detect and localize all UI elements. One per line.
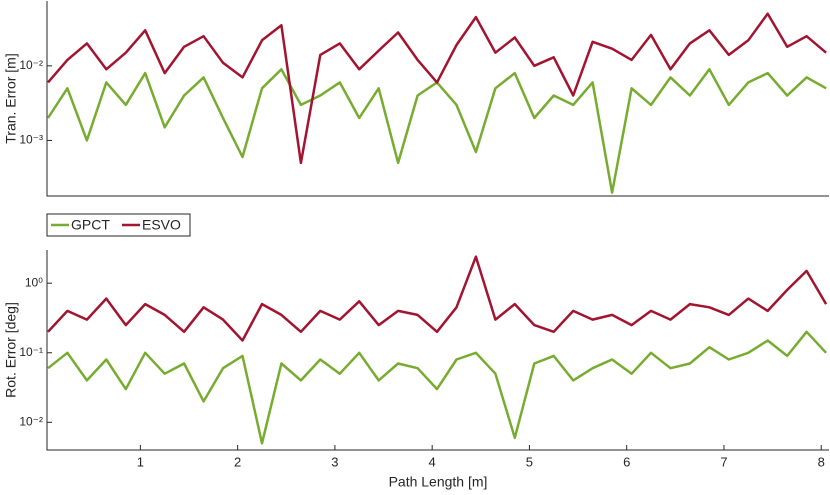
y-tick-label: 10⁻² bbox=[19, 58, 43, 72]
y-axis-label: Rot. Error [deg] bbox=[3, 302, 19, 398]
x-tick-label: 1 bbox=[137, 454, 144, 469]
x-tick-label: 2 bbox=[234, 454, 241, 469]
legend-box bbox=[46, 213, 191, 237]
series-line bbox=[47, 255, 828, 342]
legend-label: ESVO bbox=[142, 217, 181, 233]
x-tick-label: 5 bbox=[526, 454, 533, 469]
x-tick-label: 4 bbox=[429, 454, 436, 469]
y-tick-label: 10⁰ bbox=[25, 275, 43, 289]
y-tick-label: 10⁻¹ bbox=[19, 345, 43, 359]
series-line bbox=[47, 12, 827, 165]
y-tick-label: 10⁻³ bbox=[19, 133, 43, 147]
series-line bbox=[47, 330, 828, 445]
x-tick-label: 8 bbox=[818, 454, 825, 469]
x-tick-label: 7 bbox=[720, 454, 727, 469]
x-tick-label: 3 bbox=[331, 454, 338, 469]
axis-line bbox=[46, 250, 829, 451]
series-line bbox=[46, 68, 827, 194]
x-tick-label: 6 bbox=[623, 454, 630, 469]
x-axis-label: Path Length [m] bbox=[389, 474, 488, 490]
legend-label: GPCT bbox=[71, 217, 110, 233]
y-axis-label: Tran. Error [m] bbox=[3, 53, 19, 144]
y-tick-label: 10⁻² bbox=[19, 414, 43, 428]
axis-line bbox=[46, 1, 829, 197]
